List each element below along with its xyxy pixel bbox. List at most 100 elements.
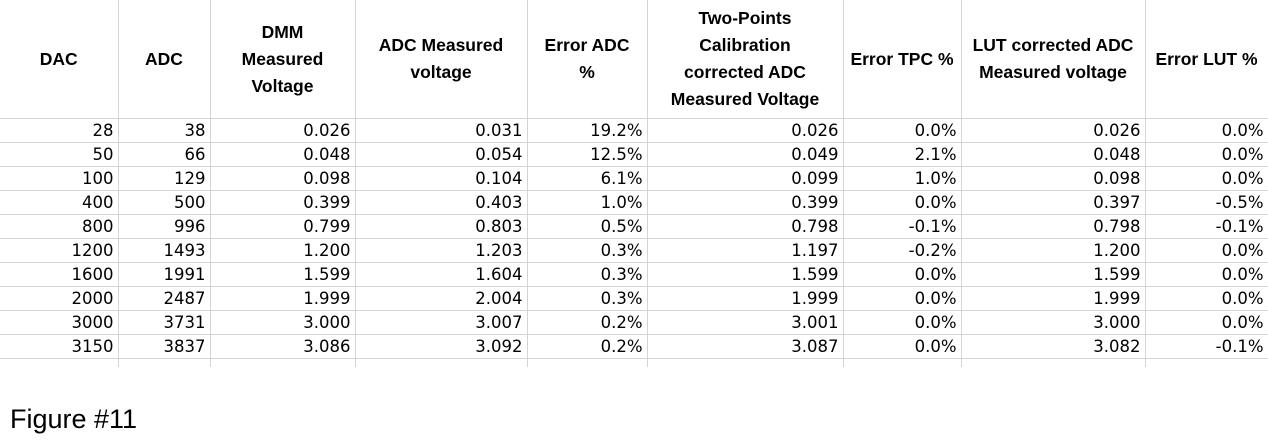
table-cell[interactable]: 12.5% bbox=[527, 142, 648, 167]
table-cell[interactable]: 19.2% bbox=[527, 118, 648, 143]
table-cell[interactable]: 0.0% bbox=[1145, 286, 1268, 311]
table-cell[interactable]: 0.3% bbox=[527, 286, 648, 311]
table-cell[interactable]: 1.197 bbox=[647, 238, 844, 263]
table-cell[interactable]: 0.803 bbox=[355, 214, 528, 239]
table-cell[interactable]: 3000 bbox=[0, 310, 119, 335]
table-cell[interactable]: 1.604 bbox=[355, 262, 528, 287]
header-dmm-measured-voltage[interactable]: DMM Measured Voltage bbox=[210, 0, 356, 119]
table-cell[interactable]: -0.5% bbox=[1145, 190, 1268, 215]
table-cell[interactable]: 0.399 bbox=[210, 190, 356, 215]
table-cell[interactable]: 2487 bbox=[118, 286, 211, 311]
table-cell[interactable]: 0.2% bbox=[527, 334, 648, 359]
table-cell[interactable]: 3.007 bbox=[355, 310, 528, 335]
table-cell[interactable]: 1.999 bbox=[647, 286, 844, 311]
table-cell[interactable]: 1.999 bbox=[210, 286, 356, 311]
table-cell[interactable]: 129 bbox=[118, 166, 211, 191]
table-cell[interactable]: 0.098 bbox=[961, 166, 1146, 191]
table-cell[interactable]: 0.026 bbox=[210, 118, 356, 143]
table-cell[interactable]: 0.104 bbox=[355, 166, 528, 191]
table-cell[interactable]: 0.048 bbox=[210, 142, 356, 167]
table-cell[interactable]: 0.2% bbox=[527, 310, 648, 335]
table-cell[interactable]: 3.000 bbox=[210, 310, 356, 335]
table-cell[interactable]: 0.403 bbox=[355, 190, 528, 215]
table-cell[interactable]: 0.798 bbox=[961, 214, 1146, 239]
empty-cell[interactable] bbox=[1145, 358, 1268, 367]
empty-cell[interactable] bbox=[0, 358, 119, 367]
table-cell[interactable]: 1.599 bbox=[647, 262, 844, 287]
table-cell[interactable]: 500 bbox=[118, 190, 211, 215]
table-cell[interactable]: 3837 bbox=[118, 334, 211, 359]
header-lut-corrected-voltage[interactable]: LUT corrected ADC Measured voltage bbox=[961, 0, 1146, 119]
empty-cell[interactable] bbox=[961, 358, 1146, 367]
table-cell[interactable]: 2.1% bbox=[843, 142, 962, 167]
header-adc[interactable]: ADC bbox=[118, 0, 211, 119]
table-cell[interactable]: 1.599 bbox=[961, 262, 1146, 287]
header-error-lut[interactable]: Error LUT % bbox=[1145, 0, 1268, 119]
header-tpc-corrected-voltage[interactable]: Two-Points Calibration corrected ADC Mea… bbox=[647, 0, 844, 119]
table-cell[interactable]: 1.200 bbox=[210, 238, 356, 263]
empty-cell[interactable] bbox=[118, 358, 211, 367]
header-adc-measured-voltage[interactable]: ADC Measured voltage bbox=[355, 0, 528, 119]
table-cell[interactable]: 0.3% bbox=[527, 238, 648, 263]
table-cell[interactable]: 0.054 bbox=[355, 142, 528, 167]
table-cell[interactable]: 0.0% bbox=[1145, 262, 1268, 287]
table-cell[interactable]: 0.0% bbox=[1145, 166, 1268, 191]
table-cell[interactable]: 996 bbox=[118, 214, 211, 239]
table-cell[interactable]: 0.0% bbox=[843, 334, 962, 359]
table-cell[interactable]: 1.0% bbox=[843, 166, 962, 191]
table-cell[interactable]: 38 bbox=[118, 118, 211, 143]
table-cell[interactable]: 3.082 bbox=[961, 334, 1146, 359]
table-cell[interactable]: 400 bbox=[0, 190, 119, 215]
table-cell[interactable]: 0.397 bbox=[961, 190, 1146, 215]
table-cell[interactable]: 0.0% bbox=[843, 310, 962, 335]
header-error-tpc[interactable]: Error TPC % bbox=[843, 0, 962, 119]
table-cell[interactable]: 0.049 bbox=[647, 142, 844, 167]
table-cell[interactable]: 1.0% bbox=[527, 190, 648, 215]
table-cell[interactable]: 3.001 bbox=[647, 310, 844, 335]
table-cell[interactable]: 0.031 bbox=[355, 118, 528, 143]
table-cell[interactable]: 0.099 bbox=[647, 166, 844, 191]
table-cell[interactable]: 50 bbox=[0, 142, 119, 167]
table-cell[interactable]: 0.0% bbox=[843, 118, 962, 143]
table-cell[interactable]: 0.026 bbox=[961, 118, 1146, 143]
table-cell[interactable]: 0.0% bbox=[843, 262, 962, 287]
table-cell[interactable]: 1200 bbox=[0, 238, 119, 263]
table-cell[interactable]: 0.399 bbox=[647, 190, 844, 215]
table-cell[interactable]: 2000 bbox=[0, 286, 119, 311]
table-cell[interactable]: 0.0% bbox=[1145, 142, 1268, 167]
table-cell[interactable]: 3150 bbox=[0, 334, 119, 359]
table-cell[interactable]: 1493 bbox=[118, 238, 211, 263]
empty-cell[interactable] bbox=[355, 358, 528, 367]
table-cell[interactable]: 1.999 bbox=[961, 286, 1146, 311]
table-cell[interactable]: 6.1% bbox=[527, 166, 648, 191]
table-cell[interactable]: -0.1% bbox=[1145, 334, 1268, 359]
table-cell[interactable]: 0.0% bbox=[1145, 238, 1268, 263]
table-cell[interactable]: 0.0% bbox=[1145, 310, 1268, 335]
table-cell[interactable]: 0.0% bbox=[1145, 118, 1268, 143]
table-cell[interactable]: 1991 bbox=[118, 262, 211, 287]
table-cell[interactable]: 1600 bbox=[0, 262, 119, 287]
header-error-adc[interactable]: Error ADC % bbox=[527, 0, 648, 119]
table-cell[interactable]: 1.200 bbox=[961, 238, 1146, 263]
table-cell[interactable]: 0.5% bbox=[527, 214, 648, 239]
table-cell[interactable]: 1.599 bbox=[210, 262, 356, 287]
table-cell[interactable]: -0.1% bbox=[843, 214, 962, 239]
table-cell[interactable]: 1.203 bbox=[355, 238, 528, 263]
empty-cell[interactable] bbox=[843, 358, 962, 367]
table-cell[interactable]: 0.098 bbox=[210, 166, 356, 191]
empty-cell[interactable] bbox=[647, 358, 844, 367]
table-cell[interactable]: -0.2% bbox=[843, 238, 962, 263]
table-cell[interactable]: 3.087 bbox=[647, 334, 844, 359]
table-cell[interactable]: 100 bbox=[0, 166, 119, 191]
table-cell[interactable]: 3.092 bbox=[355, 334, 528, 359]
empty-cell[interactable] bbox=[527, 358, 648, 367]
table-cell[interactable]: 66 bbox=[118, 142, 211, 167]
table-cell[interactable]: 3731 bbox=[118, 310, 211, 335]
table-cell[interactable]: 0.3% bbox=[527, 262, 648, 287]
table-cell[interactable]: 0.798 bbox=[647, 214, 844, 239]
table-cell[interactable]: 3.086 bbox=[210, 334, 356, 359]
table-cell[interactable]: 800 bbox=[0, 214, 119, 239]
table-cell[interactable]: 0.799 bbox=[210, 214, 356, 239]
empty-cell[interactable] bbox=[210, 358, 356, 367]
table-cell[interactable]: -0.1% bbox=[1145, 214, 1268, 239]
